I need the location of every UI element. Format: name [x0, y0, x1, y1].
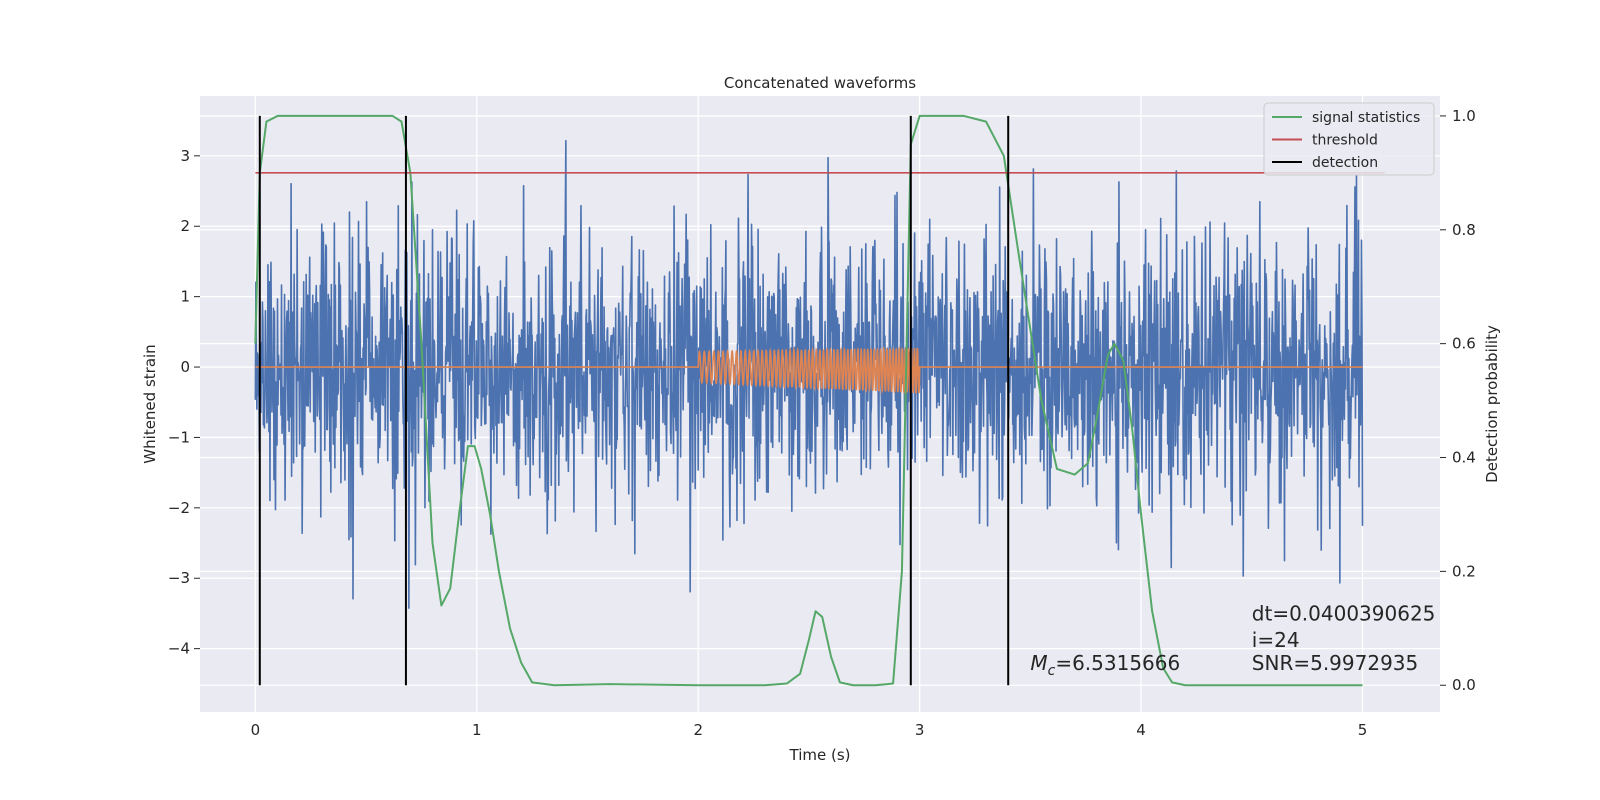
y2-tick-label: 0.0: [1452, 676, 1476, 694]
x-tick-label: 4: [1136, 721, 1146, 739]
y2-tick-label: 1.0: [1452, 107, 1476, 125]
annotation-text: dt=0.0400390625: [1252, 601, 1436, 625]
legend-box: [1263, 102, 1435, 176]
ticks-layer: 0 1 2 3 4 5 −4 −3 −2 −1 0 1 2 3 0.0 0.2 0.4 0.6 0.8 1.0: [168, 107, 1476, 739]
x-tick-label: 5: [1358, 721, 1368, 739]
x-tick-label: 3: [915, 721, 925, 739]
y2-tick-label: 0.4: [1452, 449, 1476, 467]
y-tick-label: 1: [180, 288, 190, 306]
annotation-text: SNR=5.9972935: [1252, 651, 1418, 675]
y-tick-label: 2: [180, 217, 190, 235]
y2-tick-label: 0.2: [1452, 562, 1476, 580]
signal-statistics-line: [254, 114, 1363, 687]
y-tick-label: −1: [168, 428, 190, 446]
annotation-text: Mc=6.5315666: [1030, 651, 1180, 679]
legend: signal statistics threshold detection: [1263, 102, 1435, 176]
y-tick-label: −2: [168, 499, 190, 517]
chirp-series-line: [255, 345, 1363, 396]
legend-label: threshold: [1312, 133, 1378, 149]
legend-label: detection: [1312, 155, 1378, 171]
x-axis-title: Time (s): [789, 746, 851, 764]
y-axis-title: Whitened strain: [141, 344, 159, 463]
x-tick-label: 0: [251, 721, 261, 739]
y-tick-label: 0: [180, 358, 190, 376]
y2-tick-label: 0.8: [1452, 221, 1476, 239]
series-layer: [254, 114, 1385, 687]
annotation-text: i=24: [1252, 628, 1300, 652]
noise-series-line: [254, 139, 1364, 609]
legend-label: signal statistics: [1312, 110, 1420, 126]
y-tick-label: 3: [180, 147, 190, 165]
y2-tick-label: 0.6: [1452, 335, 1476, 353]
chart-title: Concatenated waveforms: [724, 74, 916, 92]
y2-axis-title: Detection probability: [1483, 325, 1501, 483]
y-tick-label: −3: [168, 569, 190, 587]
x-tick-label: 2: [693, 721, 703, 739]
x-tick-label: 1: [472, 721, 482, 739]
y-tick-label: −4: [168, 640, 190, 658]
